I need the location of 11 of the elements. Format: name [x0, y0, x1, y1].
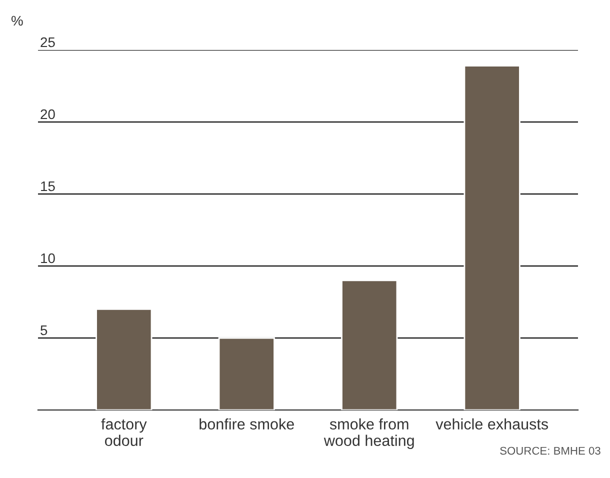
- x-tick-label: factory odour: [101, 418, 147, 446]
- y-tick-label: 10: [41, 253, 55, 264]
- x-tick-label: bonfire smoke: [200, 418, 294, 430]
- x-tick-label: vehicle exhausts: [436, 418, 548, 430]
- y-axis-title: %: [11, 16, 23, 26]
- y-tick-label: 20: [40, 109, 55, 120]
- y-tick-label: 5: [40, 325, 48, 336]
- source-note: SOURCE: BMHE 03: [500, 446, 600, 455]
- y-tick-label: 15: [41, 181, 55, 192]
- x-tick-label: smoke from wood heating: [324, 418, 414, 450]
- y-tick-label: 25: [40, 37, 55, 48]
